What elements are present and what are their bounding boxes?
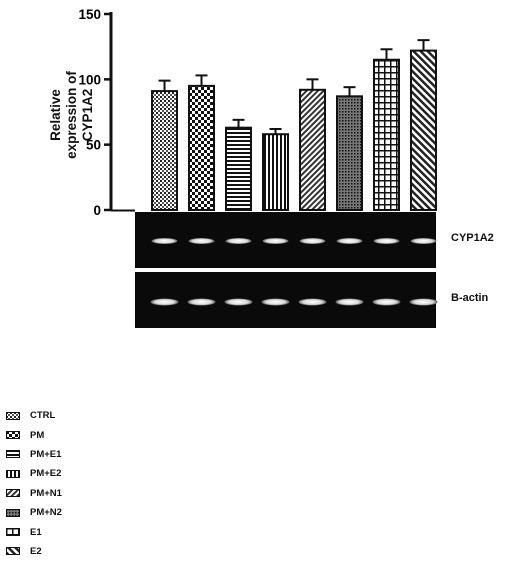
legend-item: PM+E1: [6, 445, 62, 464]
legend-swatch: [6, 469, 20, 478]
legend-label: E2: [30, 545, 42, 557]
blot-band-cyp1a2: [225, 238, 252, 244]
legend-item: E2: [6, 542, 62, 561]
blot-band-b-actin: [150, 298, 179, 306]
bar-pm: [188, 84, 215, 211]
legend-label: CTRL: [30, 410, 56, 422]
legend-item: E1: [6, 522, 62, 541]
blot-band-cyp1a2: [373, 238, 400, 244]
legend-label: PM+E1: [30, 448, 62, 460]
y-axis-label-line-2: CYP1A2: [80, 88, 95, 142]
blot-band-cyp1a2: [188, 238, 215, 244]
legend-item: PM+N2: [6, 503, 62, 522]
y-tick-label: 150: [78, 7, 101, 22]
blot-band-b-actin: [372, 298, 401, 306]
bar-e1: [373, 58, 400, 211]
bar-ctrl: [151, 90, 178, 211]
bar-e2: [410, 49, 437, 211]
legend-item: CTRL: [6, 406, 62, 425]
blot-band-b-actin: [261, 298, 290, 306]
blot-band-cyp1a2: [299, 238, 326, 244]
y-tick-label: 50: [86, 138, 101, 153]
blot-band-b-actin: [409, 298, 438, 306]
legend-item: PM+E2: [6, 464, 62, 483]
y-axis-label: Relative expression of CYP1A2: [48, 55, 95, 175]
y-axis-label-line-1: Relative expression of: [48, 71, 79, 159]
legend-swatch: [6, 431, 20, 440]
blot-band-b-actin: [187, 298, 216, 306]
blot-band-cyp1a2: [336, 238, 363, 244]
legend-swatch: [6, 411, 20, 420]
blot-band-b-actin: [224, 298, 253, 306]
legend-swatch: [6, 489, 20, 498]
legend-label: PM+N2: [30, 507, 62, 519]
y-tick-label: 100: [78, 72, 101, 87]
blot-band-cyp1a2: [262, 238, 289, 244]
bar-pm-e2: [262, 133, 289, 211]
legend-swatch: [6, 450, 20, 459]
legend-swatch: [6, 508, 20, 517]
blot-label-target: CYP1A2: [451, 232, 494, 244]
bar-pm-n1: [299, 88, 326, 211]
legend-swatch: [6, 528, 20, 537]
legend-label: PM+E2: [30, 468, 62, 480]
blot-label-control: B-actin: [451, 292, 489, 304]
legend-label: E1: [30, 526, 42, 538]
legend-item: PM+N1: [6, 484, 62, 503]
blot-band-b-actin: [298, 298, 327, 306]
y-tick-label: 0: [93, 203, 101, 218]
blot-band-cyp1a2: [151, 238, 178, 244]
legend-swatch: [6, 547, 20, 556]
blot-band-b-actin: [335, 298, 364, 306]
legend-label: PM: [30, 429, 45, 441]
legend: CTRL PM PM+E1 PM+E2 PM+N1 PM+N2 E1 E2: [6, 406, 62, 561]
bar-pm-e1: [225, 126, 252, 211]
legend-label: PM+N1: [30, 487, 62, 499]
legend-item: PM: [6, 425, 62, 444]
blot-band-cyp1a2: [410, 238, 437, 244]
bar-pm-n2: [336, 95, 363, 211]
